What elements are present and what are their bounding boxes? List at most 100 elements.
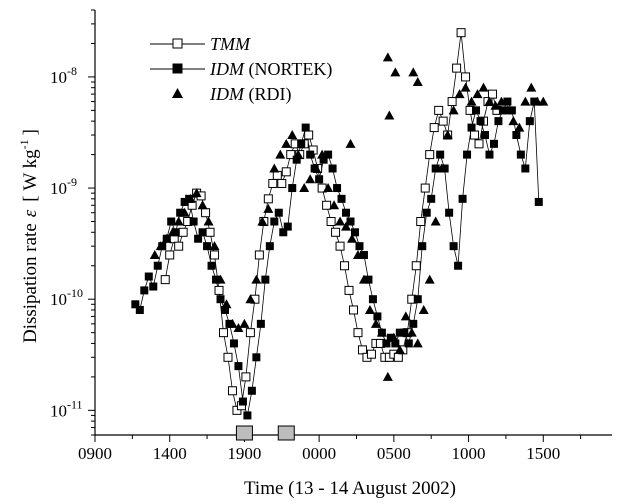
point-idm-nortek: [171, 228, 180, 237]
point-idm-nortek: [319, 155, 328, 164]
y-tick-label: 10-10: [50, 286, 83, 309]
point-idm-nortek: [207, 261, 216, 270]
point-idm-nortek: [534, 197, 543, 206]
point-idm-nortek: [521, 164, 530, 173]
point-tmm: [263, 194, 273, 204]
point-idm-nortek: [431, 164, 440, 173]
point-idm-nortek: [350, 228, 359, 237]
point-idm-nortek: [382, 339, 391, 348]
x-tick-labels: 0900 1400 1900 0000 0500 1000 1500: [78, 444, 560, 463]
point-tmm: [227, 386, 237, 396]
series-markers: [131, 28, 549, 420]
point-idm-rdi: [185, 193, 196, 203]
point-idm-nortek: [176, 208, 185, 217]
point-tmm: [245, 328, 255, 338]
point-idm-nortek: [480, 131, 489, 140]
point-idm-nortek: [306, 150, 315, 159]
point-idm-rdi: [203, 216, 214, 226]
point-idm-rdi: [358, 274, 369, 284]
point-idm-rdi: [484, 96, 495, 106]
point-tmm: [254, 250, 264, 260]
point-idm-rdi: [281, 138, 292, 148]
point-idm-nortek: [198, 228, 207, 237]
point-idm-rdi: [412, 77, 423, 87]
point-tmm: [272, 170, 282, 180]
point-idm-nortek: [463, 150, 472, 159]
point-tmm: [411, 261, 421, 271]
point-idm-rdi: [442, 130, 453, 140]
point-idm-nortek: [220, 305, 229, 314]
point-idm-nortek: [386, 333, 395, 342]
point-idm-rdi: [448, 105, 459, 115]
point-idm-rdi: [155, 241, 166, 251]
y-tick-labels: 10-11 10-10 10-9 10-8: [50, 64, 83, 420]
point-idm-nortek: [489, 139, 498, 148]
point-idm-nortek: [409, 319, 418, 328]
point-idm-rdi: [436, 163, 447, 173]
point-idm-nortek: [234, 362, 243, 371]
x-tick-label: 1400: [153, 444, 187, 463]
point-idm-rdi: [239, 318, 250, 328]
point-tmm: [214, 285, 224, 295]
point-idm-nortek: [328, 164, 337, 173]
legend-label-nortek: IDM (NORTEK): [209, 59, 332, 80]
point-idm-nortek: [454, 261, 463, 270]
point-idm-nortek: [512, 131, 521, 140]
point-idm-nortek: [427, 194, 436, 203]
point-idm-nortek: [422, 208, 431, 217]
x-tick-label: 0000: [302, 444, 336, 463]
point-idm-nortek: [131, 300, 140, 309]
point-tmm: [425, 150, 435, 160]
x-tick-label: 0900: [78, 444, 112, 463]
point-idm-rdi: [382, 52, 393, 62]
point-idm-nortek: [140, 286, 149, 295]
point-idm-rdi: [478, 82, 489, 92]
legend-marker-filled-square: [172, 63, 183, 74]
point-idm-nortek: [203, 242, 212, 251]
y-tick-label: 10-8: [50, 64, 77, 87]
point-tmm: [331, 227, 341, 237]
series-line-idm-nortek: [134, 100, 540, 416]
point-idm-nortek: [270, 217, 279, 226]
point-idm-nortek: [315, 175, 324, 184]
point-tmm: [470, 130, 480, 140]
point-tmm: [326, 217, 336, 227]
point-idm-rdi: [424, 274, 435, 284]
point-idm-rdi: [149, 249, 160, 259]
point-idm-rdi: [233, 323, 244, 333]
y-tick-label: 10-9: [50, 175, 77, 198]
point-idm-rdi: [460, 82, 471, 92]
point-idm-rdi: [508, 116, 519, 126]
point-tmm: [205, 227, 215, 237]
legend-entry-tmm: TMM: [150, 34, 251, 54]
point-idm-rdi: [538, 96, 549, 106]
point-idm-nortek: [243, 411, 252, 420]
point-idm-rdi: [191, 188, 202, 198]
point-idm-nortek: [337, 194, 346, 203]
point-idm-rdi: [390, 67, 401, 77]
point-idm-rdi: [209, 241, 220, 251]
point-tmm: [160, 275, 170, 285]
legend-marker-open-square: [172, 38, 183, 49]
plot-frame: [94, 10, 612, 436]
point-idm-rdi: [335, 216, 346, 226]
point-tmm: [416, 217, 426, 227]
x-tick-label: 1500: [526, 444, 560, 463]
point-idm-rdi: [352, 249, 363, 259]
point-idm-nortek: [507, 106, 516, 115]
point-idm-rdi: [394, 344, 405, 354]
point-idm-nortek: [297, 139, 306, 148]
point-tmm: [393, 352, 403, 362]
point-tmm: [335, 241, 345, 251]
point-idm-rdi: [400, 311, 411, 321]
point-idm-nortek: [274, 208, 283, 217]
point-idm-rdi: [251, 274, 262, 284]
point-idm-nortek: [368, 295, 377, 304]
point-idm-nortek: [391, 339, 400, 348]
point-tmm: [268, 178, 278, 188]
point-idm-nortek: [225, 319, 234, 328]
point-idm-rdi: [173, 216, 184, 226]
point-idm-nortek: [346, 217, 355, 226]
